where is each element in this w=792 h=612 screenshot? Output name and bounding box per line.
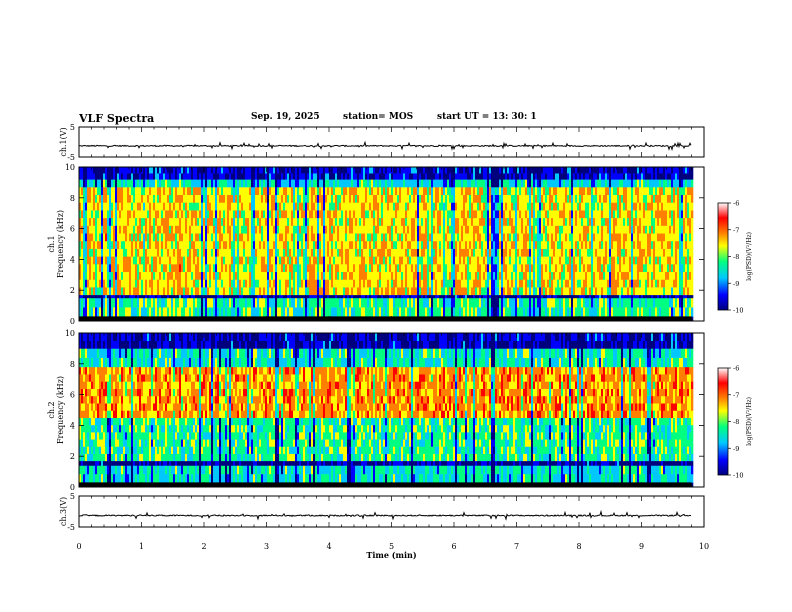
time-axis-tick: 7 (514, 542, 519, 551)
ch2-spectrogram-panel: 0 2 4 6 8 10 ch.2 Frequency (kHz) (47, 329, 705, 492)
ch1-spectrogram-ytick: 2 (70, 286, 75, 295)
header-station: station= MOS (343, 112, 414, 122)
ch2-spectrogram-ytick: 4 (70, 421, 75, 430)
time-axis-tick: 1 (139, 542, 144, 551)
ch1-spectrogram-colorbar-label: log(PSD)(V²/Hz) (746, 232, 753, 281)
time-axis-tick: 4 (326, 542, 331, 551)
ch1-spectrogram-colorbar-tick: -9 (733, 280, 739, 288)
ch1-spectrogram-panel: 0 2 4 6 8 10 ch.1 Frequency (kHz) (47, 163, 705, 326)
ch2-spectrogram-ylabel-frequency: Frequency (kHz) (56, 376, 65, 444)
time-axis-tick: 9 (639, 542, 644, 551)
ch2-spectrogram-colorbar-tick: -8 (733, 418, 739, 426)
ch2-colorbar: -6 -7 -8 -9 -10 log(PSD)(V²/Hz) (717, 365, 753, 480)
ch1-spectrogram-ytick: 10 (65, 163, 75, 172)
header-start-time: start UT = 13: 30: 1 (437, 112, 537, 122)
time-axis-tick: 5 (389, 542, 394, 551)
ch2-spectrogram-ytick: 6 (70, 391, 75, 400)
ch3-waveform-ytick: 5 (70, 492, 75, 501)
ch1-spectrogram-ytick: 6 (70, 225, 75, 234)
ch2-spectrogram-colorbar-gradient (717, 367, 729, 476)
time-axis: 0 1 2 3 4 5 6 7 8 9 10 Time (min) (76, 542, 709, 560)
ch2-spectrogram-ytick: 8 (70, 360, 75, 369)
ch2-spectrogram-colorbar-label: log(PSD)(V²/Hz) (746, 397, 753, 446)
ch1-spectrogram-ytick: 4 (70, 255, 75, 264)
time-axis-tick: 8 (576, 542, 581, 551)
ch1-waveform-ytick: -5 (67, 153, 75, 162)
ch1-waveform-ytick: 5 (70, 123, 75, 132)
ch2-spectrogram-ytick: 10 (65, 329, 75, 338)
ch1-spectrogram-ylabel-channel: ch.1 (47, 235, 56, 252)
ch3-waveform-ylabel: ch.3(V) (59, 497, 68, 526)
chart-title: VLF Spectra (79, 112, 155, 125)
time-axis-tick: 10 (699, 542, 709, 551)
ch1-spectrogram-cells (79, 167, 704, 322)
ch2-spectrogram-colorbar-tick: -10 (733, 472, 743, 480)
ch2-spectrogram-colorbar-tick: -9 (733, 445, 739, 453)
ch1-spectrogram-ytick: 8 (70, 194, 75, 203)
ch2-spectrogram-ytick: 0 (70, 483, 75, 492)
ch1-waveform-trace (78, 140, 692, 152)
ch3-waveform-ytick: -5 (67, 523, 75, 532)
ch2-spectrogram-ytick: 2 (70, 452, 75, 461)
ch2-spectrogram-cells (79, 333, 704, 488)
ch1-spectrogram-colorbar-tick: -10 (733, 307, 743, 315)
time-axis-tick: 3 (264, 542, 269, 551)
ch2-spectrogram-ylabel-channel: ch.2 (47, 401, 56, 418)
time-axis-tick: 6 (451, 542, 456, 551)
time-axis-tick: 2 (201, 542, 206, 551)
ch1-spectrogram-colorbar-tick: -7 (733, 226, 739, 234)
ch1-waveform-panel: 5 -5ch.1(V) (59, 123, 705, 162)
header-date: Sep. 19, 2025 (251, 112, 320, 122)
time-axis-label: Time (min) (366, 550, 416, 560)
ch2-spectrogram-colorbar-tick: -7 (733, 391, 739, 399)
ch1-spectrogram-ytick: 0 (70, 317, 75, 326)
time-axis-tick: 0 (76, 542, 81, 551)
ch1-spectrogram-colorbar-gradient (717, 202, 729, 311)
ch1-colorbar: -6 -7 -8 -9 -10 log(PSD)(V²/Hz) (717, 200, 753, 315)
ch1-spectrogram-colorbar-tick: -6 (733, 200, 739, 208)
ch3-waveform-panel: 5 -5ch.3(V) (59, 492, 705, 532)
ch1-spectrogram-colorbar-tick: -8 (733, 253, 739, 261)
ch1-waveform-ylabel: ch.1(V) (59, 127, 68, 156)
ch3-waveform-trace (78, 509, 692, 521)
ch2-spectrogram-colorbar-tick: -6 (733, 365, 739, 373)
ch1-spectrogram-ylabel-frequency: Frequency (kHz) (56, 210, 65, 278)
